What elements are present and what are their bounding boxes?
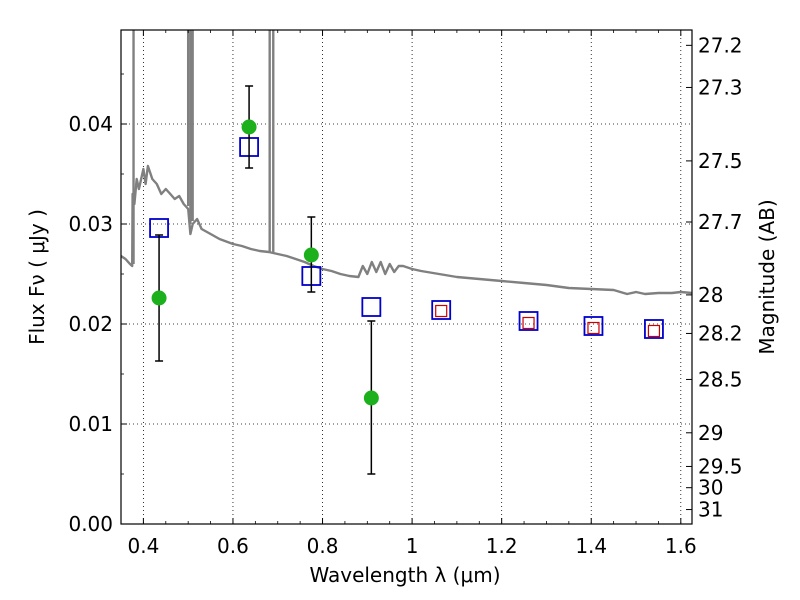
y2-tick-label: 27.5 bbox=[698, 149, 743, 173]
red-square bbox=[435, 304, 448, 318]
y2-tick-label: 31 bbox=[698, 498, 723, 522]
y2-tick-label: 27.2 bbox=[698, 33, 743, 57]
observed-point bbox=[151, 290, 167, 306]
axis-ticks: 0.4 0.6 0.8 1 1.2 1.4 1.6 0.00 0.01 0.02 0.03 0.04 2… bbox=[68, 30, 743, 558]
y-tick-label: 0.00 bbox=[68, 512, 113, 536]
y2-tick-label: 27.7 bbox=[698, 210, 743, 234]
red-square bbox=[522, 316, 535, 330]
y-tick-label: 0.03 bbox=[68, 212, 113, 236]
x-tick-label: 0.8 bbox=[307, 534, 339, 558]
y2-tick-label: 28.2 bbox=[698, 321, 743, 345]
red-square bbox=[587, 321, 600, 335]
sed-spectrum bbox=[121, 30, 692, 296]
sed-spectrum-line bbox=[121, 164, 692, 296]
x-tick-label: 0.4 bbox=[127, 534, 159, 558]
red-square bbox=[647, 324, 661, 338]
model-square bbox=[361, 297, 382, 317]
y2-axis-title: Magnitude (AB) bbox=[755, 199, 779, 354]
x-tick-label: 1 bbox=[406, 534, 419, 558]
x-tick-label: 0.6 bbox=[217, 534, 249, 558]
y-tick-label: 0.04 bbox=[68, 112, 113, 136]
y-axis-title: Flux Fν ( μJy ) bbox=[25, 209, 49, 345]
x-tick-label: 1.2 bbox=[486, 534, 518, 558]
observed-point bbox=[363, 390, 379, 406]
model-square bbox=[518, 311, 539, 331]
observed-point bbox=[241, 119, 257, 135]
gridlines bbox=[121, 30, 692, 524]
model-square bbox=[644, 319, 664, 339]
model-square bbox=[431, 300, 452, 320]
plot-frame bbox=[120, 29, 693, 525]
y2-tick-label: 27.3 bbox=[698, 75, 743, 99]
y-tick-label: 0.01 bbox=[68, 412, 113, 436]
y2-tick-label: 28 bbox=[698, 283, 723, 307]
x-tick-label: 1.6 bbox=[665, 534, 697, 558]
y2-tick-label: 29 bbox=[698, 421, 723, 445]
model-square bbox=[583, 316, 604, 336]
y2-tick-label: 28.5 bbox=[698, 367, 743, 391]
observed-point bbox=[303, 247, 319, 263]
x-tick-label: 1.4 bbox=[575, 534, 607, 558]
x-axis-title: Wavelength λ (μm) bbox=[309, 563, 500, 587]
y2-tick-label: 29.5 bbox=[698, 454, 743, 478]
data-points bbox=[149, 85, 664, 475]
y2-tick-label: 30 bbox=[698, 476, 723, 500]
y-tick-label: 0.02 bbox=[68, 312, 113, 336]
